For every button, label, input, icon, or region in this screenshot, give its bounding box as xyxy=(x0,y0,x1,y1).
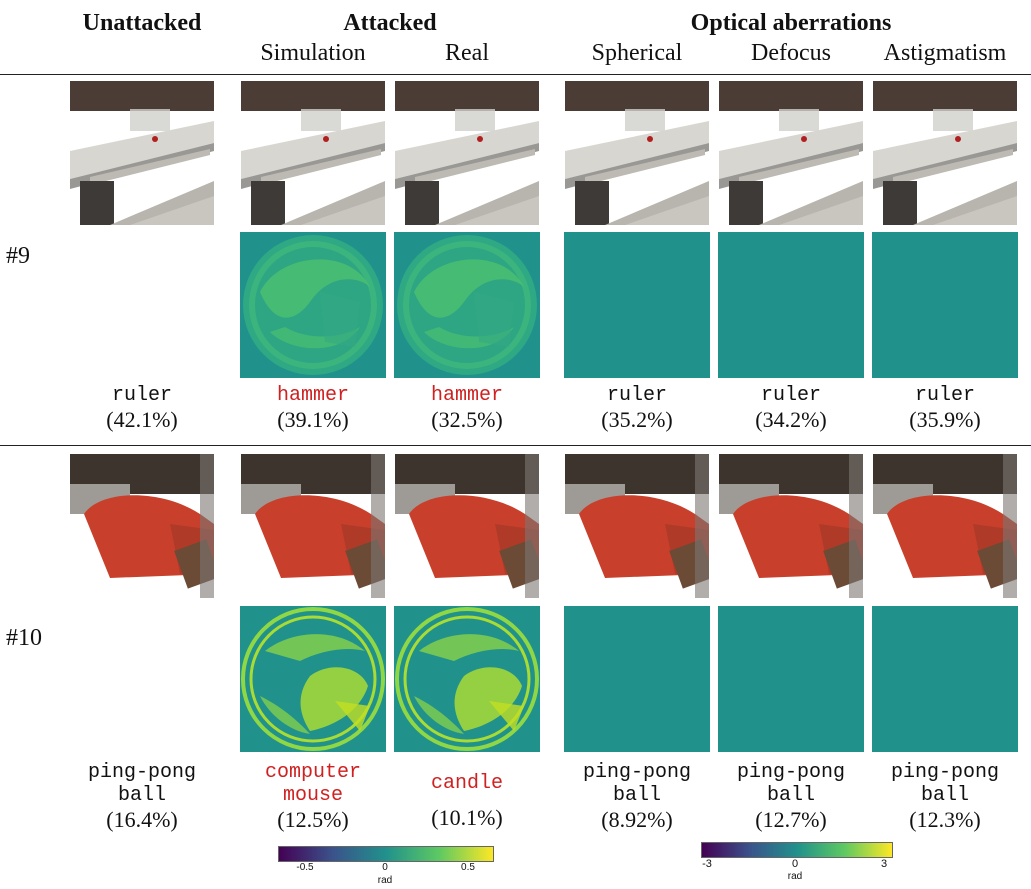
prediction-confidence: (32.5%) xyxy=(431,407,503,432)
prediction-class: ping-pong ball xyxy=(736,761,846,807)
prediction-class: computer mouse xyxy=(264,761,361,807)
prediction-row9-real: hammer (32.5%) xyxy=(392,384,542,433)
prediction-confidence: (12.5%) xyxy=(277,807,349,832)
prediction-class: hammer xyxy=(430,384,503,407)
prediction-class: ruler xyxy=(760,384,821,407)
photo-row9-defocus xyxy=(719,81,863,225)
prediction-class: ruler xyxy=(606,384,667,407)
prediction-confidence: (42.1%) xyxy=(106,407,178,432)
phase-map-row9-defocus xyxy=(718,232,864,378)
phase-map-row10-defocus xyxy=(718,606,864,752)
row-label-9: #9 xyxy=(6,243,30,269)
phase-map-row9-simulation xyxy=(240,232,386,378)
prediction-confidence: (12.7%) xyxy=(755,807,827,832)
prediction-class: ping-pong ball xyxy=(87,761,197,807)
phase-map-row10-real xyxy=(394,606,540,752)
phase-map-row9-real xyxy=(394,232,540,378)
photo-row9-real xyxy=(395,81,539,225)
header-unattacked: Unattacked xyxy=(82,10,202,36)
colorbar-tick-zero: 0 xyxy=(791,858,799,870)
colorbar-tick-max: 0.5 xyxy=(461,862,475,873)
colorbar-unit: rad xyxy=(787,871,803,882)
prediction-confidence: (8.92%) xyxy=(601,807,673,832)
prediction-row10-simulation: computer mouse (12.5%) xyxy=(238,761,388,833)
phase-map-row10-spherical xyxy=(564,606,710,752)
header-spherical: Spherical xyxy=(591,40,683,66)
photo-row9-spherical xyxy=(565,81,709,225)
photo-row10-defocus xyxy=(719,454,863,598)
photo-row10-spherical xyxy=(565,454,709,598)
phase-map-row10-astigmatism xyxy=(872,606,1018,752)
colorbar-tick-max: 3 xyxy=(880,858,888,870)
header-real: Real xyxy=(445,40,489,66)
prediction-row9-unattacked: ruler (42.1%) xyxy=(67,384,217,433)
prediction-class: ruler xyxy=(914,384,975,407)
prediction-confidence: (34.2%) xyxy=(755,407,827,432)
photo-row10-simulation xyxy=(241,454,385,598)
colorbar-tick-min: -0.5 xyxy=(296,862,314,873)
prediction-class: candle xyxy=(430,772,503,795)
photo-row9-unattacked xyxy=(70,81,214,225)
header-simulation: Simulation xyxy=(260,40,366,66)
photo-row9-simulation xyxy=(241,81,385,225)
prediction-row9-defocus: ruler (34.2%) xyxy=(716,384,866,433)
prediction-confidence: (16.4%) xyxy=(106,807,178,832)
prediction-confidence: (39.1%) xyxy=(277,407,349,432)
phase-map-row9-astigmatism xyxy=(872,232,1018,378)
photo-row10-real xyxy=(395,454,539,598)
photo-row9-astigmatism xyxy=(873,81,1017,225)
photo-row10-astigmatism xyxy=(873,454,1017,598)
prediction-class: ruler xyxy=(111,384,172,407)
phase-map-row9-spherical xyxy=(564,232,710,378)
prediction-class: hammer xyxy=(276,384,349,407)
prediction-row9-simulation: hammer (39.1%) xyxy=(238,384,388,433)
colorbar-gradient xyxy=(701,842,893,858)
prediction-row10-spherical: ping-pong ball (8.92%) xyxy=(562,761,712,833)
header-rule xyxy=(0,74,1031,75)
phase-map-row10-simulation xyxy=(240,606,386,752)
header-optical-aberrations: Optical aberrations xyxy=(690,10,892,36)
prediction-row10-real: candle (10.1%) xyxy=(392,772,542,831)
prediction-class: ping-pong ball xyxy=(890,761,1000,807)
prediction-row10-defocus: ping-pong ball (12.7%) xyxy=(716,761,866,833)
colorbar-gradient xyxy=(278,846,494,862)
prediction-confidence: (10.1%) xyxy=(431,805,503,830)
header-attacked: Attacked xyxy=(343,10,437,36)
row-separator-rule xyxy=(0,445,1031,446)
prediction-class: ping-pong ball xyxy=(582,761,692,807)
prediction-row9-astigmatism: ruler (35.9%) xyxy=(870,384,1020,433)
header-astigmatism: Astigmatism xyxy=(883,40,1007,66)
prediction-row10-astigmatism: ping-pong ball (12.3%) xyxy=(870,761,1020,833)
colorbar-unit: rad xyxy=(377,875,393,886)
prediction-row9-spherical: ruler (35.2%) xyxy=(562,384,712,433)
header-defocus: Defocus xyxy=(751,40,831,66)
colorbar-tick-zero: 0 xyxy=(382,862,388,873)
colorbar-tick-min: -3 xyxy=(702,858,712,870)
prediction-confidence: (35.2%) xyxy=(601,407,673,432)
row-label-10: #10 xyxy=(6,625,42,651)
prediction-confidence: (12.3%) xyxy=(909,807,981,832)
prediction-row10-unattacked: ping-pong ball (16.4%) xyxy=(67,761,217,833)
prediction-confidence: (35.9%) xyxy=(909,407,981,432)
photo-row10-unattacked xyxy=(70,454,214,598)
